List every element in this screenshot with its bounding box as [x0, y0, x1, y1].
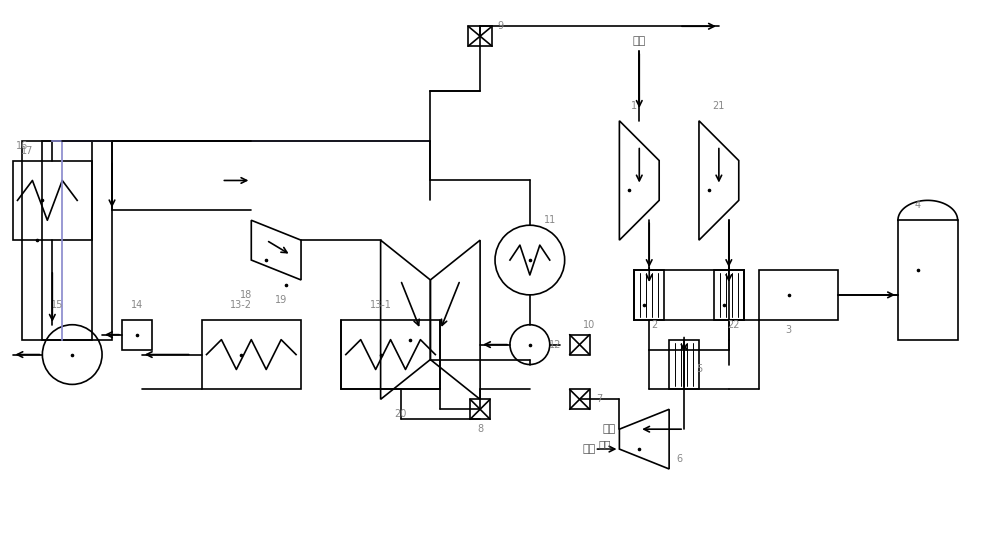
- Bar: [42, 140, 92, 340]
- Text: 9: 9: [497, 21, 503, 31]
- Text: 1: 1: [631, 101, 637, 111]
- Text: 22: 22: [728, 320, 740, 330]
- Text: 空气: 空气: [603, 424, 616, 434]
- Bar: [470, 400, 490, 419]
- Bar: [898, 220, 958, 340]
- Text: 7: 7: [596, 394, 603, 404]
- Text: 16: 16: [16, 140, 29, 151]
- Text: 17: 17: [21, 146, 34, 156]
- Text: 14: 14: [131, 300, 143, 310]
- Bar: [13, 160, 92, 240]
- Bar: [669, 340, 699, 389]
- Text: 21: 21: [713, 101, 725, 111]
- Bar: [570, 335, 590, 355]
- Bar: [634, 270, 664, 320]
- Text: 11: 11: [544, 215, 556, 225]
- Text: 20: 20: [394, 409, 407, 419]
- Text: 2: 2: [651, 320, 657, 330]
- Text: 3: 3: [785, 325, 792, 335]
- Text: 4: 4: [915, 200, 921, 211]
- Text: 12: 12: [549, 340, 561, 349]
- Bar: [22, 140, 112, 340]
- Text: 15: 15: [51, 300, 63, 310]
- Text: 5: 5: [696, 364, 702, 374]
- Bar: [468, 26, 492, 46]
- Text: 18: 18: [240, 290, 252, 300]
- Text: 6: 6: [676, 454, 682, 464]
- Bar: [122, 320, 152, 349]
- Bar: [341, 320, 440, 389]
- Text: 空气: 空气: [633, 36, 646, 46]
- Text: 19: 19: [275, 295, 287, 305]
- Bar: [570, 389, 590, 409]
- Text: 空气: 空气: [583, 444, 596, 454]
- Text: 13-2: 13-2: [230, 300, 252, 310]
- Text: 10: 10: [583, 320, 596, 330]
- Text: 13-1: 13-1: [370, 300, 392, 310]
- Bar: [759, 270, 838, 320]
- Bar: [202, 320, 301, 389]
- Bar: [714, 270, 744, 320]
- Text: 空气: 空气: [598, 439, 611, 449]
- Text: 8: 8: [477, 424, 483, 434]
